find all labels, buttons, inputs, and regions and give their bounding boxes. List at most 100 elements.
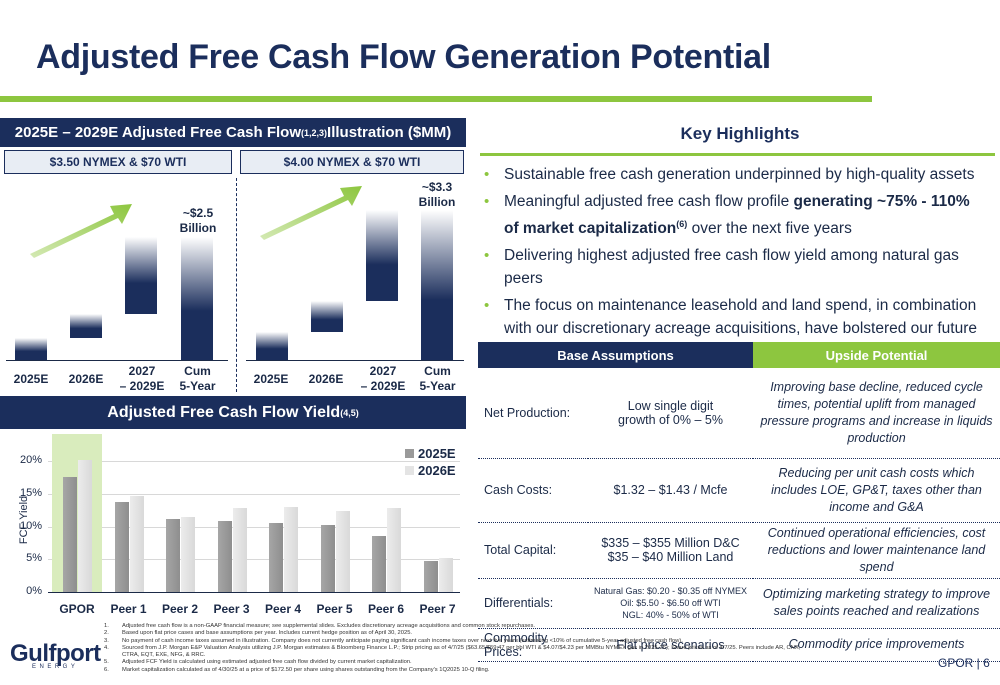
fcf-illustration-header: 2025E – 2029E Adjusted Free Cash Flow (1,… (0, 118, 466, 147)
scenario-b-cum-value: ~$3.3 (421, 180, 453, 194)
footnote-item: 4. Sourced from J.P. Morgan E&P Valuation… (104, 645, 804, 660)
highlight-2-pre: Meaningful adjusted free cash flow profi… (504, 192, 794, 210)
footnote-number: 6. (104, 666, 109, 673)
legend-2025e-swatch (405, 449, 414, 458)
y-tick-label: 20% (19, 454, 42, 467)
scenario-a-header: $3.50 NYMEX & $70 WTI (4, 150, 232, 174)
scenario-a-cum-label: ~$2.5 Billion (172, 206, 224, 236)
footnote-number: 4. (104, 644, 109, 651)
row-base-line: NGL: 40% - 50% of WTI (622, 610, 719, 620)
row-base-line: $35 – $40 Million Land (607, 550, 734, 564)
scenario-b-cum-label: ~$3.3 Billion (411, 180, 463, 210)
fcf-yield-legend: 2025E 2026E (405, 445, 456, 479)
scenario-a-baseline (6, 360, 228, 361)
scenario-a-cum-value: ~$2.5 (182, 206, 214, 220)
footnote-item: 1. Adjusted free cash flow is a non-GAAP … (104, 623, 804, 630)
row-base: Natural Gas: $0.20 - $0.35 off NYMEX Oil:… (588, 578, 753, 629)
row-upside: Reducing per unit cash costs which inclu… (753, 458, 1000, 523)
scenario-a-cat-2026e: 2026E (68, 372, 104, 386)
footnote-item: 6. Market capitalization calculated as of… (104, 667, 804, 674)
fcf-illustration-header-sup: (1,2,3) (301, 127, 328, 138)
scenario-b-bar-cum (421, 210, 453, 360)
scenario-a-cat-2027-line2: – 2029E (119, 379, 165, 393)
row-base-line: Low single digit (627, 398, 714, 413)
footnote-item: 5. Adjusted FCF Yield is calculated using… (104, 659, 804, 666)
scenario-b-cat-cum: Cum 5-Year (410, 364, 465, 394)
highlight-2-sup: (6) (676, 219, 688, 229)
footnote-number: 1. (104, 623, 109, 629)
footnote-number: 3. (104, 637, 109, 644)
table-row: Commodity Prices: Flat price scenarios C… (478, 628, 1000, 662)
row-base: $1.32 – $1.43 / Mcfe (588, 458, 753, 523)
fcf-yield-bar-2025e (320, 525, 335, 592)
row-upside: Commodity price improvements (753, 628, 1000, 662)
y-gridline (48, 493, 460, 495)
scenario-b-cat-cum-line2: 5-Year (419, 379, 456, 393)
scenario-b-cat-2026e: 2026E (308, 372, 344, 386)
footnote-item: 2. Based upon flat price cases and base a… (104, 630, 804, 637)
scenario-a-cat-2027-line1: 2027 (128, 364, 156, 378)
fcf-yield-category-label: Peer 2 (161, 602, 199, 616)
scenario-b-cat-cum-line1: Cum (424, 364, 451, 378)
fcf-yield-bar-2026e (387, 508, 401, 592)
y-tick-label: 5% (26, 552, 42, 565)
fcf-yield-bar-2025e (63, 477, 77, 592)
gulfport-logo: Gulfport ENERGY (10, 640, 101, 670)
scenario-a-bar-cum (181, 237, 213, 360)
assumptions-table: Base Assumptions Upside Potential Net Pr… (478, 342, 1000, 662)
table-row: Net Production: Low single digit growth o… (478, 368, 1000, 459)
table-row: Total Capital: $335 – $355 Million D&C $3… (478, 522, 1000, 579)
scenario-divider (236, 178, 237, 392)
row-base-line: growth of 0% – 5% (618, 412, 723, 427)
scenario-a-cat-cum-line2: 5-Year (179, 379, 216, 393)
row-base: $335 – $355 Million D&C $35 – $40 Million… (588, 522, 753, 579)
fcf-yield-header: Adjusted Free Cash Flow Yield (4,5) (0, 396, 466, 429)
footnote-text: Sourced from J.P. Morgan E&P Valuation A… (122, 644, 801, 659)
fcf-yield-bar-2025e (423, 560, 438, 592)
row-base: Flat price scenarios (588, 628, 753, 662)
fcf-yield-category-label: Peer 3 (213, 602, 250, 616)
scenario-b-baseline (246, 360, 464, 361)
row-base-line: $335 – $355 Million D&C (601, 536, 740, 550)
fcf-yield-bar-2026e (181, 517, 195, 592)
growth-arrow-icon (30, 204, 132, 258)
row-label: Commodity Prices: (478, 628, 588, 662)
fcf-yield-bar-2026e (438, 557, 453, 592)
y-gridline (48, 559, 460, 561)
fcf-yield-category-label: GPOR (59, 602, 95, 616)
footnote-item: 3. No payment of cash income taxes assume… (104, 638, 804, 645)
key-highlights-title: Key Highlights (680, 124, 800, 143)
fcf-yield-header-sup: (4,5) (340, 407, 359, 418)
footnote-text: Adjusted free cash flow is a non-GAAP fi… (122, 623, 535, 629)
fcf-yield-category-label: Peer 4 (264, 602, 302, 616)
fcf-yield-category-label: Peer 7 (419, 602, 456, 616)
scenario-b-bar-2025e (256, 332, 288, 360)
scenario-b-header: $4.00 NYMEX & $70 WTI (240, 150, 464, 174)
fcf-yield-bar-2026e (335, 510, 350, 592)
highlight-item: Delivering highest adjusted free cash fl… (482, 244, 987, 291)
fcf-yield-bar-2025e (372, 536, 386, 592)
fcf-illustration-header-text: 2025E – 2029E Adjusted Free Cash Flow (14, 124, 302, 141)
title-underline (0, 96, 872, 102)
legend-2026e-label: 2026E (418, 463, 456, 478)
legend-2025e-label: 2025E (418, 446, 456, 461)
logo-wordmark: Gulfport (10, 640, 101, 667)
row-label: Total Capital: (478, 522, 588, 579)
fcf-yield-category-label: Peer 6 (367, 602, 405, 616)
fcf-illustration-header-suffix: Illustration ($MM) (327, 124, 452, 141)
table-row: Differentials: Natural Gas: $0.20 - $0.3… (478, 578, 1000, 629)
y-tick-label: 10% (19, 519, 42, 532)
fcf-yield-bar-2026e (232, 508, 247, 592)
fcf-yield-bar-2025e (114, 501, 129, 592)
fcf-yield-header-text: Adjusted Free Cash Flow Yield (107, 403, 341, 421)
key-highlights-underline (480, 153, 995, 156)
fcf-yield-category-label: Peer 5 (316, 602, 353, 616)
fcf-yield-category-label: Peer 1 (110, 602, 147, 616)
fcf-yield-bar-2025e (269, 523, 283, 592)
fcf-yield-bar-2026e (284, 506, 298, 592)
scenario-b-bar-2026e (311, 301, 343, 332)
footnote-text: Adjusted FCF Yield is calculated using e… (122, 659, 412, 666)
scenario-b-cat-2027: 2027 – 2029E (353, 364, 413, 394)
y-tick-label: 15% (19, 486, 42, 499)
footnote-text: No payment of cash income taxes assumed … (122, 637, 683, 644)
